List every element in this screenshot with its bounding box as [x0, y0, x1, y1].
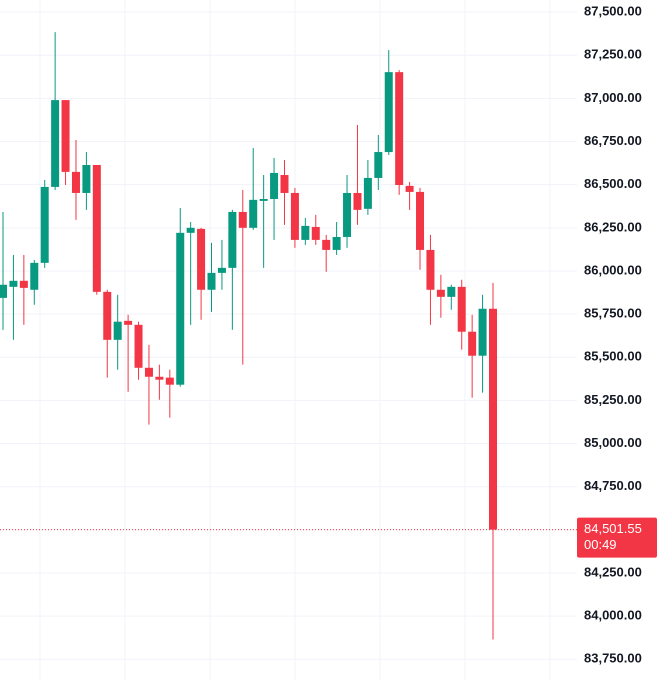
- y-tick-label: 83,750.00: [584, 651, 642, 666]
- candle-body: [30, 262, 39, 290]
- y-tick-label: 86,000.00: [584, 262, 642, 277]
- last-price-box: [577, 517, 657, 558]
- candle-body: [270, 172, 279, 199]
- candle-body: [9, 280, 18, 287]
- candle-body: [311, 226, 320, 240]
- candle-body: [468, 331, 477, 356]
- candle-body: [92, 164, 101, 292]
- y-tick-label: 86,500.00: [584, 176, 642, 191]
- y-tick-label: 85,250.00: [584, 392, 642, 407]
- candle-body: [113, 321, 122, 340]
- y-tick-label: 87,500.00: [584, 4, 642, 19]
- time-grid: [39, 0, 551, 680]
- candle-body: [280, 175, 289, 193]
- countdown: 00:49: [584, 537, 617, 552]
- y-tick-label: 86,750.00: [584, 133, 642, 148]
- y-tick-label: 86,250.00: [584, 219, 642, 234]
- candle-body: [71, 171, 80, 193]
- candle-body: [374, 152, 383, 178]
- candle-body: [165, 377, 174, 385]
- candle-body: [0, 284, 7, 298]
- candle-body: [416, 191, 425, 250]
- candle-body: [82, 164, 91, 193]
- candle-body: [155, 376, 164, 380]
- candle-body: [217, 267, 226, 273]
- candle-body: [457, 286, 466, 332]
- candle-body: [228, 211, 237, 268]
- candle-body: [489, 308, 497, 530]
- last-price-label: 84,501.55: [584, 521, 642, 536]
- candle-body: [124, 320, 133, 325]
- candle-body: [363, 177, 372, 209]
- y-tick-label: 85,000.00: [584, 435, 642, 450]
- candle-body: [343, 192, 352, 237]
- candle-body: [61, 100, 70, 172]
- candle-body: [301, 225, 310, 240]
- candle-body: [197, 228, 206, 290]
- candle-body: [249, 199, 258, 228]
- y-tick-label: 85,500.00: [584, 349, 642, 364]
- candle-body: [103, 291, 112, 340]
- candle-body: [478, 308, 487, 356]
- y-tick-label: 85,750.00: [584, 306, 642, 321]
- y-tick-label: 87,250.00: [584, 47, 642, 62]
- candle-body: [290, 192, 299, 240]
- candle-body: [436, 289, 445, 297]
- candle-body: [353, 192, 362, 210]
- y-tick-label: 84,250.00: [584, 564, 642, 579]
- candle-body: [40, 186, 49, 263]
- candle-body: [447, 286, 456, 297]
- candle-body: [405, 185, 414, 192]
- y-tick-label: 84,000.00: [584, 608, 642, 623]
- y-tick-label: 87,000.00: [584, 90, 642, 105]
- candle-body: [259, 198, 268, 201]
- candle-body: [51, 100, 60, 187]
- candle-body: [207, 272, 216, 290]
- candle-body: [144, 367, 153, 377]
- candle-body: [395, 72, 404, 186]
- candle-body: [176, 232, 185, 385]
- candle-body: [186, 227, 195, 233]
- candle-body: [238, 211, 247, 228]
- candle-body: [332, 236, 341, 250]
- y-tick-label: 84,750.00: [584, 478, 642, 493]
- candle-body: [426, 249, 435, 290]
- candle-body: [322, 239, 331, 250]
- candle-body: [19, 280, 28, 288]
- candle-body: [134, 324, 143, 368]
- candle-body: [384, 72, 393, 153]
